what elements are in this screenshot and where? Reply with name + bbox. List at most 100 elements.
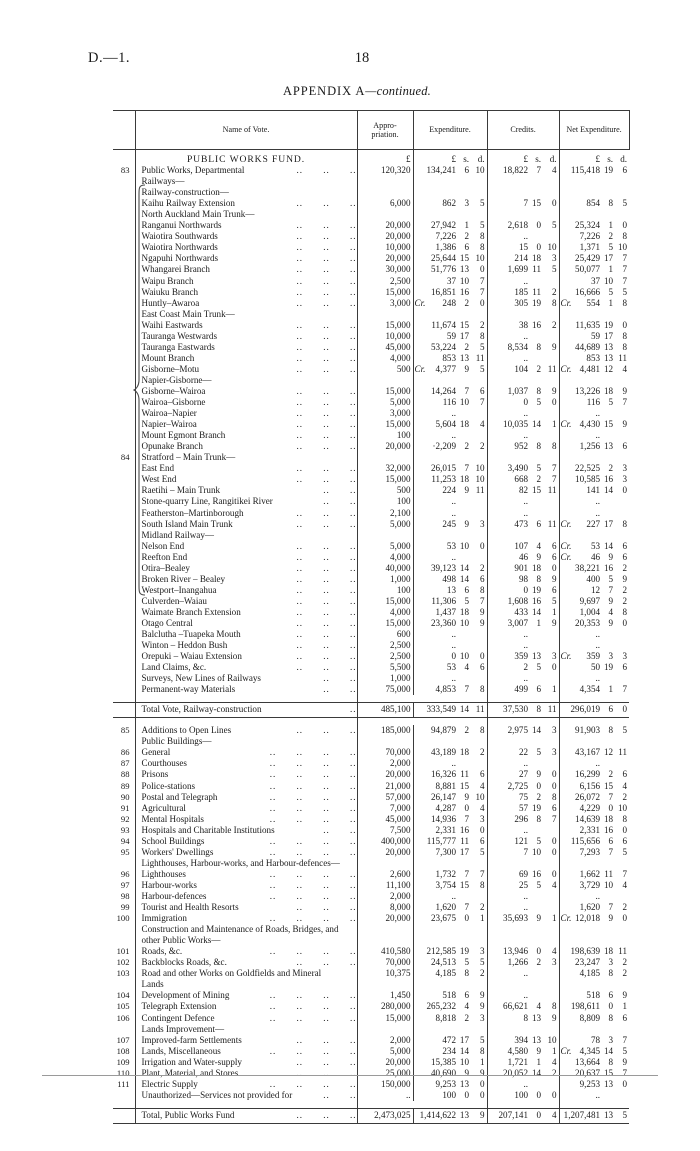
vote-number xyxy=(113,651,136,663)
appropriation-value xyxy=(356,308,413,320)
leader-dots: .. .. .. xyxy=(296,397,357,408)
expenditure-pounds: 53 xyxy=(412,540,457,552)
credits-pounds: 2,975 xyxy=(486,725,530,737)
expenditure-pence: 6 xyxy=(479,835,485,846)
net-expenditure-pence xyxy=(615,736,629,747)
net-expenditure-pence xyxy=(615,673,629,684)
spacer-no xyxy=(113,1100,136,1109)
expenditure-pence xyxy=(471,891,487,902)
net-expenditure-pounds: 50 xyxy=(558,662,602,674)
vote-name-text: Unauthorized—Services not provided for xyxy=(141,1089,293,1100)
net-expenditure-shillings: 10 xyxy=(603,275,614,286)
appropriation-value: 5,000 xyxy=(356,540,413,552)
net-expenditure-shillings: 14 xyxy=(603,485,614,496)
vote-name: Featherston–Martinborough .. .. .. xyxy=(135,508,357,519)
net-expenditure-pence: 8 xyxy=(622,330,628,341)
credits-pounds: .. xyxy=(486,330,530,342)
net-expenditure-pounds: 20,637 xyxy=(558,1067,602,1079)
net-expenditure-cr-marker: Cr. xyxy=(560,297,572,308)
net-expenditure-cr-marker: Cr. xyxy=(560,651,572,662)
vote-name-text: Permanent-way Materials xyxy=(141,684,236,695)
credits-shillings: 2 xyxy=(536,474,542,485)
expenditure-shillings: 17 xyxy=(459,846,469,857)
table-spacer-row xyxy=(113,717,629,726)
net-expenditure-pence: 2 xyxy=(622,968,628,979)
credits-shillings xyxy=(529,309,543,320)
table-row: Napier–Wairoa .. .. .. 15,000 5,604 18 4 10,03… xyxy=(113,419,629,431)
credits-pounds: 2,725 xyxy=(486,780,530,792)
appropriation-value: 600 xyxy=(356,629,413,641)
appropriation-value: 8,000 xyxy=(356,902,413,914)
net-expenditure-pounds-value: .. xyxy=(595,496,601,507)
net-expenditure-pounds-value: .. xyxy=(595,507,601,518)
credits-shillings xyxy=(529,858,543,869)
appropriation-value: 500 xyxy=(356,485,413,497)
expenditure-pounds-value: £ xyxy=(451,154,456,164)
credits-pounds: 121 xyxy=(486,835,530,847)
expenditure-pence: d. xyxy=(477,154,485,164)
credits-pence: 5 xyxy=(552,264,557,275)
leader-dots: .. .. .. .. xyxy=(269,1001,357,1012)
expenditure-pounds-value: 3,754 xyxy=(435,879,456,890)
credits-shillings: 8 xyxy=(536,573,542,584)
credits-shillings xyxy=(529,231,543,242)
expenditure-pounds: 1,620 xyxy=(412,902,457,914)
expenditure-pounds-value: 39,123 xyxy=(430,562,456,573)
vote-number: 106 xyxy=(113,1012,136,1024)
net-expenditure-pounds-value: 10,585 xyxy=(575,474,601,485)
vote-name: Waiuku Branch .. .. .. xyxy=(135,287,357,298)
expenditure-pounds-value: 26,015 xyxy=(430,463,456,474)
vote-name: Broken River – Bealey .. .. .. xyxy=(135,574,357,585)
expenditure-shillings: 10 xyxy=(459,540,469,551)
vote-number xyxy=(113,736,136,748)
table-spacer-row xyxy=(113,1100,629,1109)
vote-name: Agricultural .. .. .. .. xyxy=(135,803,357,814)
table-row: Waimate Branch Extension .. .. .. 4,000 1,4… xyxy=(113,606,629,618)
expenditure-pence: 3 xyxy=(479,946,485,957)
expenditure-pence: 0 xyxy=(479,824,485,835)
leader-dots: .. .. .. .. xyxy=(269,846,357,857)
expenditure-pounds: 4,287 xyxy=(412,802,457,814)
vote-name: Lands, Miscellaneous .. .. .. .. xyxy=(135,1046,357,1057)
credits-pounds: 82 xyxy=(486,485,530,497)
appropriation-value: 6,000 xyxy=(356,198,413,210)
spacer-e1 xyxy=(413,718,457,726)
table-label-row: Lighthouses, Harbour-works, and Harbour-… xyxy=(113,857,629,869)
leader-dots: .. .. .. .. xyxy=(269,1012,357,1023)
credits-pounds: .. xyxy=(486,430,530,442)
net-expenditure-pence: 11 xyxy=(618,352,628,363)
vote-name-text: Total, Public Works Fund xyxy=(141,1109,235,1120)
net-expenditure-pounds-value: 518 xyxy=(586,990,601,1001)
net-expenditure-pounds-value: 25,324 xyxy=(575,220,601,231)
spacer-e1 xyxy=(413,1101,457,1109)
net-expenditure-pounds: 9,697 xyxy=(558,595,602,607)
appropriation-value: 20,000 xyxy=(356,846,413,858)
vote-name: Backblocks Roads, &c. .. .. .. xyxy=(135,957,357,968)
expenditure-pence: 6 xyxy=(479,769,485,780)
table-row: 88 Prisons.. .. .. .. 20,000 16,326 11 6 27 9 0 1… xyxy=(113,769,629,781)
expenditure-pounds: 53,224 xyxy=(412,341,457,353)
credits-pence: 4 xyxy=(552,946,557,957)
expenditure-pounds: 134,241 xyxy=(412,165,457,177)
leader-dots: .. .. .. .. xyxy=(269,813,357,824)
expenditure-pounds: 43,189 xyxy=(412,747,457,759)
credits-pounds: 27 xyxy=(486,769,530,781)
expenditure-shillings: 18 xyxy=(459,474,469,485)
table-row: Huntly–Awaroa.. .. .. 3,000 Cr. 248 2 0 305 19 8… xyxy=(113,297,629,309)
net-expenditure-pounds: 8,809 xyxy=(558,1012,602,1024)
expenditure-shillings: 10 xyxy=(459,651,469,662)
vote-number xyxy=(113,573,136,585)
expenditure-pence xyxy=(471,640,487,651)
leader-dots: .. .. .. .. xyxy=(269,879,357,890)
expenditure-pence: 7 xyxy=(479,397,485,408)
spacer-name xyxy=(135,1101,357,1109)
appropriation-value: .. xyxy=(356,1089,413,1101)
expenditure-pounds: 853 xyxy=(412,352,457,364)
appropriation-value: 75,000 xyxy=(356,684,413,696)
appropriation-value: 20,000 xyxy=(356,769,413,781)
vote-number: 87 xyxy=(113,758,136,770)
net-expenditure-pounds-value: 854 xyxy=(586,198,601,209)
net-expenditure-shillings: 15 xyxy=(603,1067,614,1078)
net-expenditure-pence xyxy=(615,187,629,198)
credits-pounds xyxy=(486,209,530,221)
